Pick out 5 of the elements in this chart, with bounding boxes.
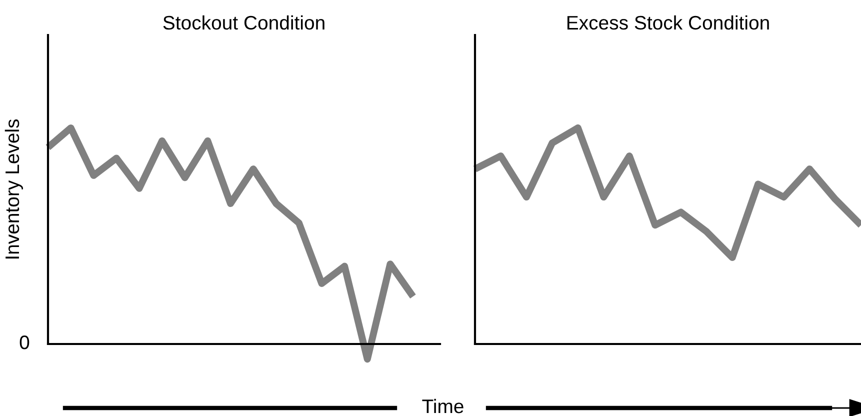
x-axis-title: Time bbox=[422, 398, 464, 414]
y-axis-title: Inventory Levels bbox=[4, 119, 23, 258]
chart-title: Stockout Condition bbox=[163, 15, 324, 30]
text: 0 bbox=[20, 335, 30, 350]
chart-title: Excess Stock Condition bbox=[567, 15, 769, 30]
